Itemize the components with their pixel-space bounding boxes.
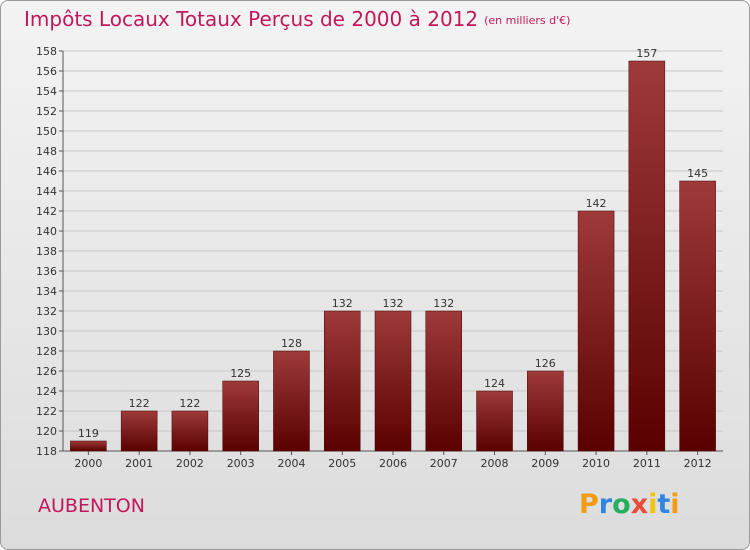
title-text: Impôts Locaux Totaux Perçus de 2000 à 20… bbox=[24, 7, 479, 31]
bar-2012 bbox=[679, 180, 716, 452]
y-tick-label: 118 bbox=[36, 445, 57, 458]
y-tick-label: 126 bbox=[36, 365, 57, 378]
y-tick-label: 148 bbox=[36, 145, 57, 158]
bars bbox=[70, 60, 716, 452]
bar-2000 bbox=[70, 440, 107, 452]
bar-2010 bbox=[577, 210, 615, 452]
data-label-2006: 132 bbox=[383, 297, 404, 310]
y-tick-label: 120 bbox=[36, 425, 57, 438]
data-labels: 119 122 122 125 128 132 132 132 124 126 142 157 145 bbox=[78, 47, 708, 440]
y-tick-label: 138 bbox=[36, 245, 57, 258]
x-tick-label-2006: 2006 bbox=[379, 457, 407, 470]
y-tick-label: 144 bbox=[36, 185, 57, 198]
logo-letter: x bbox=[630, 489, 649, 520]
chart-title: Impôts Locaux Totaux Perçus de 2000 à 20… bbox=[24, 7, 570, 31]
x-tick-label-2002: 2002 bbox=[176, 457, 204, 470]
bar-2009 bbox=[527, 370, 564, 452]
data-label-2002: 122 bbox=[179, 397, 200, 410]
bar-2006 bbox=[374, 310, 412, 452]
x-tick-label-2009: 2009 bbox=[531, 457, 559, 470]
logo-letter: o bbox=[612, 489, 631, 520]
bar-2004 bbox=[273, 350, 310, 452]
bar-2002 bbox=[171, 410, 209, 452]
y-tick-label: 132 bbox=[36, 305, 57, 318]
data-label-2009: 126 bbox=[535, 357, 556, 370]
x-tick-label-2010: 2010 bbox=[582, 457, 610, 470]
y-tick-label: 158 bbox=[36, 45, 57, 58]
data-label-2005: 132 bbox=[332, 297, 353, 310]
x-tick-label-2001: 2001 bbox=[125, 457, 153, 470]
y-tick-label: 152 bbox=[36, 105, 57, 118]
data-label-2010: 142 bbox=[586, 197, 607, 210]
x-tick-label-2003: 2003 bbox=[227, 457, 255, 470]
logo-letter: i bbox=[670, 489, 680, 520]
logo-letter: t bbox=[657, 489, 671, 520]
bar-2003 bbox=[222, 380, 259, 452]
x-tick-label-2011: 2011 bbox=[633, 457, 661, 470]
y-tick-label: 136 bbox=[36, 265, 57, 278]
proxiti-logo: Proxiti bbox=[579, 489, 680, 520]
bar-2005 bbox=[323, 310, 361, 452]
y-tick-label: 142 bbox=[36, 205, 57, 218]
y-tick-label: 146 bbox=[36, 165, 57, 178]
y-tick-label: 134 bbox=[36, 285, 57, 298]
logo-letter: r bbox=[598, 489, 613, 520]
bar-2007 bbox=[425, 310, 463, 452]
data-label-2011: 157 bbox=[636, 47, 657, 60]
data-label-2004: 128 bbox=[281, 337, 302, 350]
y-tick-label: 128 bbox=[36, 345, 57, 358]
data-label-2007: 132 bbox=[433, 297, 454, 310]
data-label-2001: 122 bbox=[129, 397, 150, 410]
x-tick-label-2005: 2005 bbox=[328, 457, 356, 470]
bar-2001 bbox=[120, 410, 158, 452]
y-tick-label: 130 bbox=[36, 325, 57, 338]
y-tick-label: 150 bbox=[36, 125, 57, 138]
x-tick-label-2012: 2012 bbox=[684, 457, 712, 470]
data-label-2008: 124 bbox=[484, 377, 505, 390]
logo-letter: i bbox=[648, 489, 658, 520]
data-label-2000: 119 bbox=[78, 427, 99, 440]
y-tick-label: 122 bbox=[36, 405, 57, 418]
x-tick-label-2004: 2004 bbox=[277, 457, 305, 470]
y-tick-label: 140 bbox=[36, 225, 57, 238]
data-label-2003: 125 bbox=[230, 367, 251, 380]
data-label-2012: 145 bbox=[687, 167, 708, 180]
bar-2008 bbox=[476, 390, 513, 452]
y-tick-label: 156 bbox=[36, 65, 57, 78]
logo-letter: P bbox=[579, 489, 599, 520]
chart-subtitle: (en milliers d'€) bbox=[484, 14, 571, 27]
y-tick-label: 154 bbox=[36, 85, 57, 98]
y-tick-label: 124 bbox=[36, 385, 57, 398]
x-tick-label-2000: 2000 bbox=[74, 457, 102, 470]
x-tick-label-2007: 2007 bbox=[430, 457, 458, 470]
city-name: AUBENTON bbox=[38, 495, 145, 517]
x-tick-label-2008: 2008 bbox=[481, 457, 509, 470]
bar-2011 bbox=[628, 60, 666, 452]
